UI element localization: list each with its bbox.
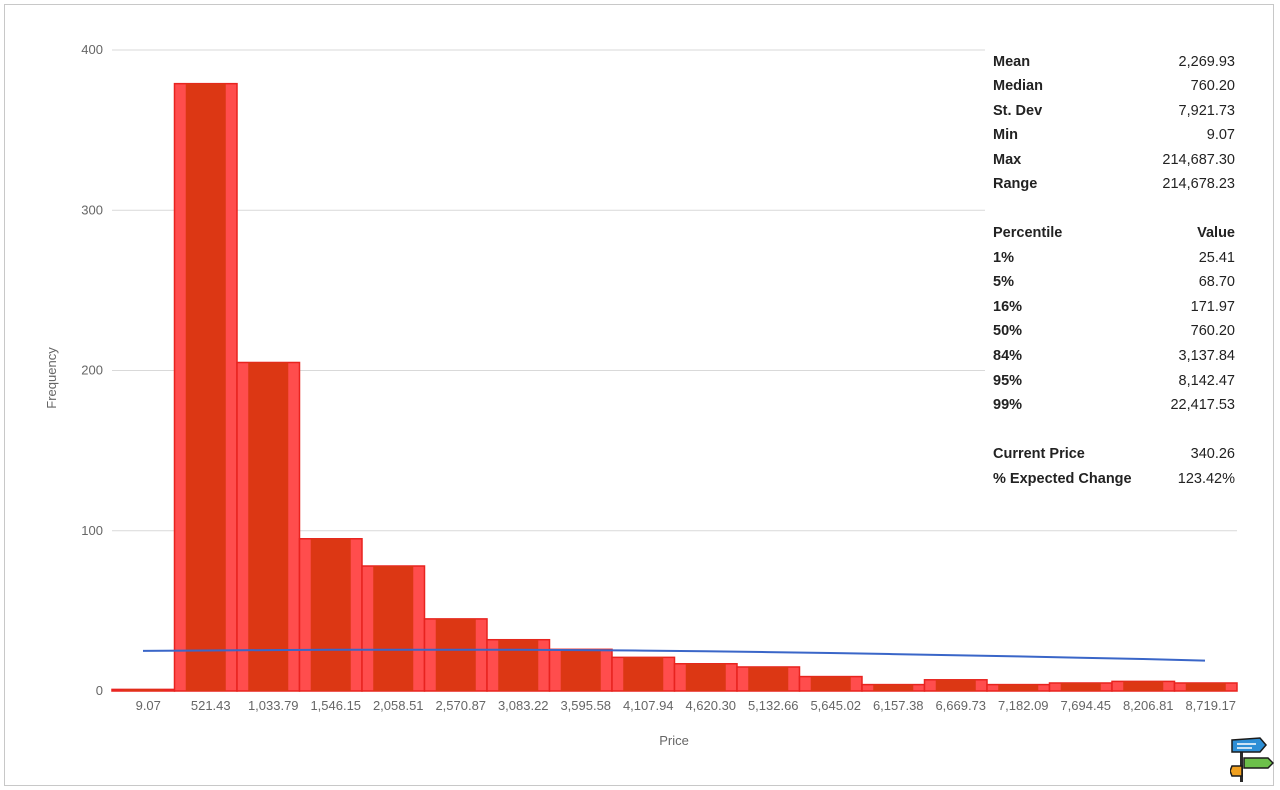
percentile-label: 16%	[993, 299, 1023, 315]
stat-value: 9.07	[1206, 127, 1235, 143]
percentile-label: 1%	[993, 250, 1014, 266]
histogram-bar-inner	[185, 83, 226, 692]
x-tick-label: 6,157.38	[873, 698, 924, 713]
stat-row-median: Median 760.20	[993, 76, 1235, 96]
percentile-row: 16% 171.97	[993, 297, 1235, 317]
histogram-bar-inner	[935, 679, 976, 691]
summary-label: Current Price	[993, 446, 1085, 462]
y-axis-ticks: 0 100 200 300 400	[81, 42, 103, 698]
percentile-value: 68.70	[1198, 274, 1235, 290]
stat-value: 214,687.30	[1162, 152, 1235, 168]
y-tick-label: 200	[81, 363, 103, 378]
x-tick-label: 5,645.02	[810, 698, 861, 713]
percentile-label: 99%	[993, 397, 1023, 413]
histogram-bar-inner	[560, 649, 601, 691]
x-tick-label: 7,182.09	[998, 698, 1049, 713]
x-tick-label: 2,570.87	[435, 698, 486, 713]
histogram-bar-inner	[810, 676, 851, 691]
distribution-curve-line	[142, 648, 1206, 662]
stat-value: 7,921.73	[1178, 103, 1235, 119]
y-tick-label: 400	[81, 42, 103, 57]
expected-change-row: % Expected Change 123.42%	[993, 469, 1235, 489]
histogram-bar-inner	[1060, 682, 1101, 691]
stat-value: 760.20	[1190, 78, 1235, 94]
summary-value: 340.26	[1190, 446, 1235, 462]
histogram-bars	[111, 82, 1238, 692]
stat-label: St. Dev	[993, 103, 1043, 119]
histogram-bar-inner	[435, 618, 476, 691]
percentile-row: 84% 3,137.84	[993, 346, 1235, 366]
stat-label: Min	[993, 127, 1018, 143]
x-tick-label: 3,083.22	[498, 698, 549, 713]
percentile-label: 5%	[993, 274, 1014, 290]
current-price-row: Current Price 340.26	[993, 444, 1235, 464]
summary-value: 123.42%	[1177, 471, 1235, 487]
x-tick-label: 3,595.58	[560, 698, 611, 713]
stat-row-mean: Mean 2,269.93	[993, 52, 1235, 72]
percentile-value: 22,417.53	[1170, 397, 1235, 413]
x-tick-label: 9.07	[136, 698, 161, 713]
histogram-bar-inner	[498, 639, 539, 691]
x-tick-label: 521.43	[191, 698, 231, 713]
percentile-row: 5% 68.70	[993, 272, 1235, 292]
x-axis-label: Price	[659, 733, 689, 748]
percentile-value: 25.41	[1198, 250, 1235, 266]
histogram-bar-inner	[685, 663, 726, 691]
x-tick-label: 1,033.79	[248, 698, 299, 713]
signpost-icon	[1230, 737, 1274, 782]
percentile-row: 50% 760.20	[993, 321, 1235, 341]
stat-label: Mean	[993, 54, 1031, 70]
stat-row-range: Range 214,678.23	[993, 174, 1235, 194]
histogram-bar-inner	[248, 362, 289, 691]
percentile-value: 3,137.84	[1178, 348, 1235, 364]
stat-row-min: Min 9.07	[993, 125, 1235, 145]
stat-row-stdev: St. Dev 7,921.73	[993, 101, 1235, 121]
histogram-bar-inner	[123, 689, 164, 691]
x-tick-label: 8,719.17	[1185, 698, 1236, 713]
histogram-bar-inner	[1123, 681, 1164, 691]
x-tick-label: 1,546.15	[310, 698, 361, 713]
percentile-row: 95% 8,142.47	[993, 371, 1235, 391]
stat-label: Median	[993, 78, 1043, 94]
percentile-header: Percentile Value	[993, 223, 1235, 243]
percentile-value: 8,142.47	[1178, 373, 1235, 389]
histogram-bar-inner	[1185, 682, 1226, 691]
percentile-label: 50%	[993, 323, 1023, 339]
y-axis-label: Frequency	[44, 347, 59, 409]
y-tick-label: 300	[81, 202, 103, 217]
percentile-header-value: Value	[1197, 225, 1235, 241]
stat-value: 2,269.93	[1178, 54, 1235, 70]
stat-label: Max	[993, 152, 1022, 168]
percentile-value: 760.20	[1190, 323, 1235, 339]
histogram-bar-inner	[873, 684, 914, 691]
histogram-bar-inner	[623, 657, 664, 691]
distribution-curve	[142, 648, 1206, 662]
y-tick-label: 0	[96, 683, 103, 698]
histogram-bar-inner	[998, 684, 1039, 691]
histogram-bar-inner	[748, 666, 789, 691]
summary-label: % Expected Change	[993, 471, 1132, 487]
stat-label: Range	[993, 176, 1038, 192]
histogram-bar-inner	[310, 538, 351, 691]
percentile-label: 95%	[993, 373, 1023, 389]
x-tick-label: 5,132.66	[748, 698, 799, 713]
x-axis-ticks: 9.07 521.43 1,033.79 1,546.15 2,058.51 2,570.…	[136, 698, 1236, 713]
percentile-row: 99% 22,417.53	[993, 395, 1235, 415]
x-tick-label: 4,107.94	[623, 698, 674, 713]
percentile-label: 84%	[993, 348, 1023, 364]
percentile-row: 1% 25.41	[993, 248, 1235, 268]
x-tick-label: 7,694.45	[1060, 698, 1111, 713]
x-tick-label: 2,058.51	[373, 698, 424, 713]
x-tick-label: 6,669.73	[935, 698, 986, 713]
x-tick-label: 4,620.30	[685, 698, 736, 713]
histogram-bar-inner	[373, 566, 414, 691]
x-tick-label: 8,206.81	[1123, 698, 1174, 713]
y-tick-label: 100	[81, 523, 103, 538]
percentile-value: 171.97	[1190, 299, 1235, 315]
percentile-header-label: Percentile	[993, 225, 1063, 241]
stat-row-max: Max 214,687.30	[993, 150, 1235, 170]
stat-value: 214,678.23	[1162, 176, 1235, 192]
